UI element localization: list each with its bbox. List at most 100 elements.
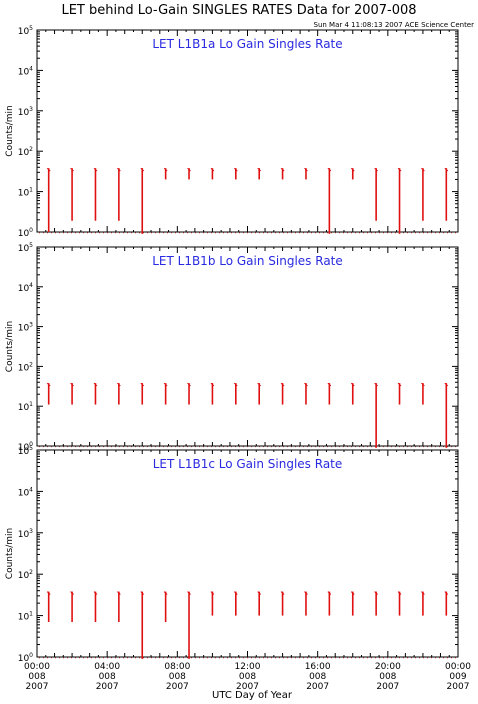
x-tick-time: 16:00 bbox=[305, 662, 331, 672]
rate-spike-cap bbox=[210, 382, 215, 387]
y-tick-label: 104 bbox=[18, 65, 33, 77]
rate-spike-cap bbox=[397, 382, 402, 387]
rate-spike-cap bbox=[187, 382, 191, 387]
y-axis-label: Counts/min bbox=[5, 321, 15, 372]
y-tick-label: 105 bbox=[18, 25, 33, 37]
rate-spike-cap bbox=[70, 382, 74, 387]
rate-spike-cap bbox=[117, 591, 121, 595]
rate-spike-cap bbox=[374, 591, 378, 595]
rate-spike-cap bbox=[93, 591, 98, 595]
rate-spike-cap bbox=[304, 167, 308, 172]
plot-frame bbox=[36, 29, 459, 233]
x-tick-year: 2007 bbox=[306, 682, 329, 692]
rate-spike-cap bbox=[70, 167, 74, 172]
chart-title: LET behind Lo-Gain SINGLES RATES Data fo… bbox=[61, 3, 416, 18]
x-tick-year: 2007 bbox=[447, 682, 470, 692]
rate-spike-cap bbox=[327, 167, 332, 172]
x-tick-doy: 008 bbox=[28, 672, 45, 682]
x-tick-time: 00:00 bbox=[24, 662, 50, 672]
rate-spike-cap bbox=[280, 591, 285, 595]
rate-spike-cap bbox=[374, 382, 378, 387]
rate-spike-cap bbox=[117, 382, 121, 387]
y-tick-label: 101 bbox=[18, 187, 33, 199]
rate-spike-cap bbox=[46, 167, 51, 172]
x-tick-year: 2007 bbox=[236, 682, 259, 692]
rate-spike-cap bbox=[421, 591, 425, 595]
rate-spike-cap bbox=[350, 591, 355, 595]
rate-spike-cap bbox=[163, 167, 168, 172]
rate-spike-cap bbox=[397, 167, 402, 172]
rate-spike-cap bbox=[70, 591, 74, 595]
y-tick-label: 101 bbox=[18, 611, 33, 623]
y-tick-label: 103 bbox=[18, 528, 33, 540]
y-tick-label: 102 bbox=[18, 569, 33, 581]
x-tick-year: 2007 bbox=[376, 682, 399, 692]
rate-spike-cap bbox=[257, 591, 262, 595]
x-tick-year: 2007 bbox=[26, 682, 49, 692]
rate-spike-cap bbox=[233, 591, 238, 595]
x-tick-year: 2007 bbox=[166, 682, 189, 692]
rate-spike-cap bbox=[421, 382, 425, 387]
x-tick-time: 08:00 bbox=[164, 662, 190, 672]
rate-spike-cap bbox=[233, 167, 238, 172]
y-tick-label: 101 bbox=[18, 401, 33, 413]
rate-spike-cap bbox=[163, 591, 168, 595]
x-tick-doy: 009 bbox=[449, 672, 466, 682]
rate-spike-cap bbox=[350, 167, 355, 172]
rate-spike-cap bbox=[46, 591, 51, 595]
plot-frame bbox=[36, 246, 459, 447]
panel-1: 100 101 102 103 104 105 Counts/min LET L1B1a Lo… bbox=[5, 25, 459, 239]
y-tick-label: 100 bbox=[18, 652, 33, 664]
rate-spike-cap bbox=[233, 382, 238, 387]
y-tick-label: 102 bbox=[18, 146, 33, 158]
panel-title: LET L1B1c Lo Gain Singles Rate bbox=[153, 457, 343, 471]
y-axis-label: Counts/min bbox=[5, 105, 15, 156]
y-axis-label: Counts/min bbox=[5, 528, 15, 579]
rate-spike-cap bbox=[280, 167, 285, 172]
rate-spike-cap bbox=[421, 167, 425, 172]
timestamp: Sun Mar 4 11:08:13 2007 ACE Science Cent… bbox=[314, 21, 475, 29]
x-tick-doy: 008 bbox=[309, 672, 326, 682]
y-tick-label: 103 bbox=[18, 106, 33, 118]
rate-spike-cap bbox=[210, 167, 215, 172]
rate-spike-cap bbox=[46, 382, 51, 387]
x-tick-time: 04:00 bbox=[94, 662, 120, 672]
y-tick-label: 100 bbox=[18, 441, 33, 453]
x-tick-year: 2007 bbox=[96, 682, 119, 692]
rate-spike-cap bbox=[163, 382, 168, 387]
panel-title: LET L1B1a Lo Gain Singles Rate bbox=[152, 37, 342, 51]
rate-spike-cap bbox=[397, 591, 402, 595]
x-tick-time: 00:00 bbox=[445, 662, 471, 672]
rate-spike-cap bbox=[117, 167, 121, 172]
x-tick-doy: 008 bbox=[379, 672, 396, 682]
rate-spike-cap bbox=[374, 167, 378, 172]
rate-spike-cap bbox=[444, 167, 449, 172]
y-tick-label: 105 bbox=[18, 445, 33, 457]
x-tick-doy: 008 bbox=[169, 672, 186, 682]
y-tick-label: 104 bbox=[18, 282, 33, 294]
y-tick-label: 102 bbox=[18, 361, 33, 373]
y-tick-label: 100 bbox=[18, 227, 33, 239]
rate-spike-cap bbox=[210, 591, 215, 595]
rate-spike-cap bbox=[444, 591, 449, 595]
rate-spike-cap bbox=[187, 167, 191, 172]
rate-spike-cap bbox=[304, 382, 308, 387]
x-tick-time: 12:00 bbox=[235, 662, 261, 672]
rate-spike-cap bbox=[257, 167, 262, 172]
rate-spike-cap bbox=[257, 382, 262, 387]
rate-spike-cap bbox=[444, 382, 449, 387]
x-axis-label: UTC Day of Year bbox=[212, 690, 293, 701]
x-tick-time: 20:00 bbox=[375, 662, 401, 672]
rate-spike-cap bbox=[93, 382, 98, 387]
rate-spike-cap bbox=[327, 591, 332, 595]
rate-spike-cap bbox=[93, 167, 98, 172]
panel-title: LET L1B1b Lo Gain Singles Rate bbox=[152, 254, 343, 268]
